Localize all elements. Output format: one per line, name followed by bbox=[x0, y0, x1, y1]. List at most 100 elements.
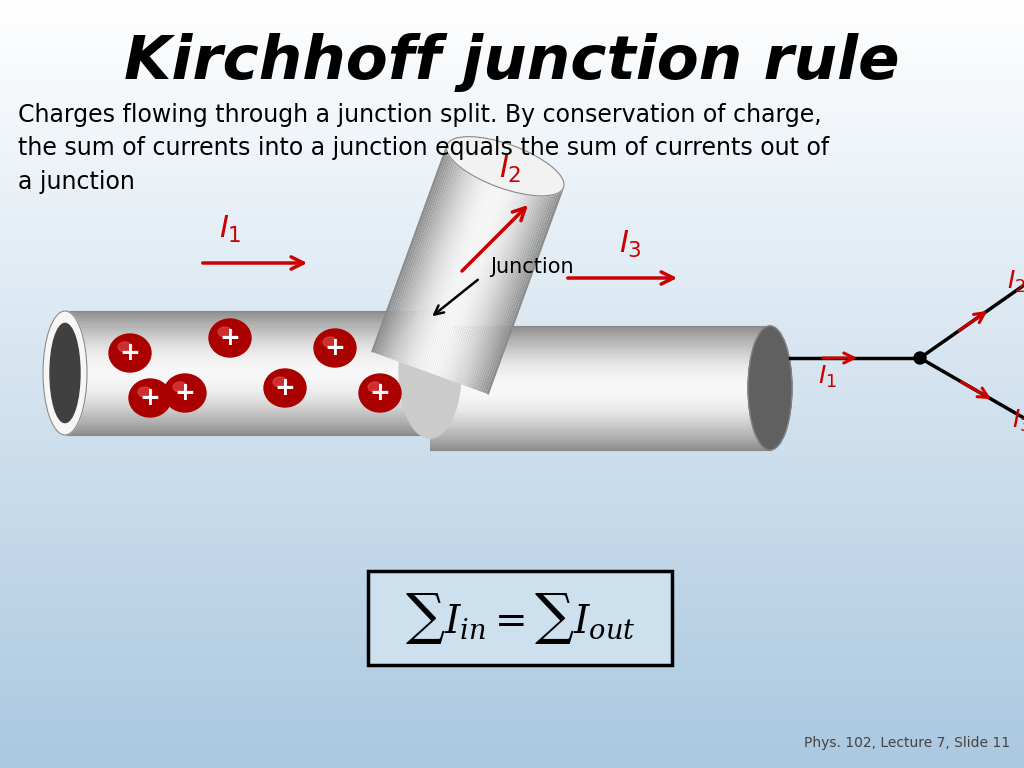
Polygon shape bbox=[430, 361, 770, 363]
Polygon shape bbox=[65, 315, 430, 317]
Polygon shape bbox=[378, 147, 455, 355]
Polygon shape bbox=[372, 145, 449, 353]
Polygon shape bbox=[430, 423, 770, 425]
Polygon shape bbox=[430, 386, 770, 388]
Polygon shape bbox=[65, 317, 430, 319]
Polygon shape bbox=[430, 409, 770, 411]
Polygon shape bbox=[65, 427, 430, 429]
Polygon shape bbox=[65, 354, 430, 356]
Polygon shape bbox=[430, 396, 770, 399]
Polygon shape bbox=[65, 371, 430, 373]
Text: +: + bbox=[325, 336, 345, 360]
Polygon shape bbox=[397, 154, 474, 362]
Polygon shape bbox=[65, 342, 430, 344]
Polygon shape bbox=[430, 367, 770, 369]
Text: +: + bbox=[219, 326, 241, 350]
Polygon shape bbox=[65, 388, 430, 389]
Polygon shape bbox=[478, 184, 556, 392]
Polygon shape bbox=[430, 439, 770, 442]
Polygon shape bbox=[65, 381, 430, 383]
Polygon shape bbox=[430, 399, 770, 400]
Polygon shape bbox=[65, 383, 430, 386]
Polygon shape bbox=[65, 336, 430, 338]
Text: Kirchhoff junction rule: Kirchhoff junction rule bbox=[124, 33, 900, 92]
Polygon shape bbox=[65, 327, 430, 329]
Polygon shape bbox=[65, 406, 430, 408]
Polygon shape bbox=[457, 176, 535, 383]
Polygon shape bbox=[463, 178, 541, 386]
Polygon shape bbox=[430, 429, 770, 432]
Polygon shape bbox=[65, 422, 430, 425]
Polygon shape bbox=[65, 375, 430, 377]
Polygon shape bbox=[430, 357, 770, 359]
Polygon shape bbox=[430, 417, 770, 419]
Polygon shape bbox=[65, 313, 430, 315]
Polygon shape bbox=[454, 175, 530, 382]
Polygon shape bbox=[65, 392, 430, 394]
Ellipse shape bbox=[118, 342, 132, 352]
Polygon shape bbox=[445, 172, 522, 379]
Polygon shape bbox=[65, 346, 430, 348]
Polygon shape bbox=[65, 359, 430, 361]
Polygon shape bbox=[430, 432, 770, 433]
Polygon shape bbox=[436, 168, 513, 376]
Text: $I_3$: $I_3$ bbox=[618, 229, 641, 260]
Polygon shape bbox=[409, 158, 485, 366]
Polygon shape bbox=[65, 396, 430, 398]
Polygon shape bbox=[430, 411, 770, 413]
Text: $I_2$: $I_2$ bbox=[499, 154, 521, 185]
Text: +: + bbox=[274, 376, 296, 400]
Polygon shape bbox=[65, 340, 430, 342]
Polygon shape bbox=[65, 367, 430, 369]
Polygon shape bbox=[439, 170, 517, 377]
Text: $I_2$: $I_2$ bbox=[1007, 269, 1024, 295]
Ellipse shape bbox=[138, 387, 152, 397]
Polygon shape bbox=[65, 408, 430, 410]
Ellipse shape bbox=[314, 329, 356, 367]
Polygon shape bbox=[430, 442, 770, 444]
Text: Junction: Junction bbox=[490, 257, 573, 277]
Polygon shape bbox=[482, 185, 560, 392]
Ellipse shape bbox=[164, 374, 206, 412]
Polygon shape bbox=[422, 164, 500, 371]
Polygon shape bbox=[459, 177, 537, 384]
Polygon shape bbox=[430, 413, 770, 415]
Polygon shape bbox=[65, 386, 430, 388]
FancyBboxPatch shape bbox=[368, 571, 672, 665]
Polygon shape bbox=[443, 171, 521, 379]
Polygon shape bbox=[415, 161, 492, 368]
Polygon shape bbox=[430, 326, 770, 328]
Polygon shape bbox=[430, 388, 770, 390]
Ellipse shape bbox=[109, 334, 151, 372]
Polygon shape bbox=[450, 174, 526, 381]
Polygon shape bbox=[404, 157, 482, 365]
Ellipse shape bbox=[446, 137, 564, 196]
Polygon shape bbox=[430, 435, 770, 438]
Polygon shape bbox=[434, 167, 511, 375]
Polygon shape bbox=[430, 336, 770, 339]
Polygon shape bbox=[430, 433, 770, 435]
Polygon shape bbox=[65, 410, 430, 412]
Polygon shape bbox=[430, 390, 770, 392]
Ellipse shape bbox=[748, 326, 792, 450]
Polygon shape bbox=[65, 338, 430, 340]
Polygon shape bbox=[424, 164, 502, 372]
Polygon shape bbox=[65, 348, 430, 350]
Polygon shape bbox=[430, 444, 770, 446]
Polygon shape bbox=[65, 379, 430, 381]
Polygon shape bbox=[65, 429, 430, 431]
Polygon shape bbox=[430, 402, 770, 405]
Polygon shape bbox=[393, 153, 470, 360]
Polygon shape bbox=[399, 155, 476, 362]
Polygon shape bbox=[456, 175, 532, 383]
Polygon shape bbox=[65, 404, 430, 406]
Polygon shape bbox=[447, 173, 524, 380]
Polygon shape bbox=[432, 167, 509, 375]
Polygon shape bbox=[461, 177, 539, 385]
Polygon shape bbox=[430, 369, 770, 372]
Polygon shape bbox=[419, 162, 496, 369]
Polygon shape bbox=[484, 186, 561, 393]
Ellipse shape bbox=[368, 382, 382, 392]
Polygon shape bbox=[65, 389, 430, 392]
Ellipse shape bbox=[50, 323, 80, 422]
